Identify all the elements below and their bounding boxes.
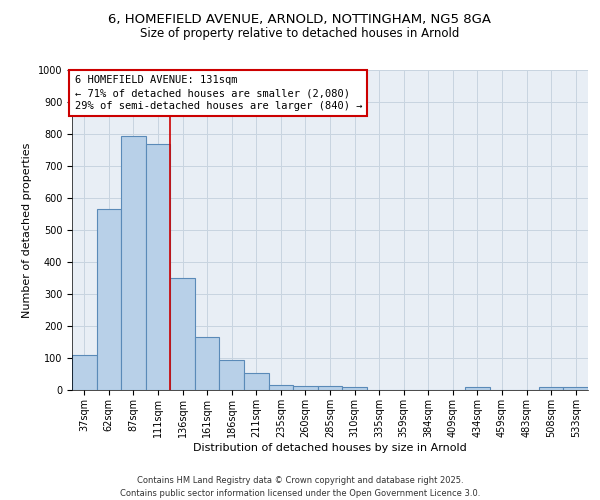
X-axis label: Distribution of detached houses by size in Arnold: Distribution of detached houses by size … bbox=[193, 442, 467, 452]
Bar bbox=[563, 388, 588, 390]
Bar bbox=[195, 337, 220, 390]
Bar bbox=[146, 144, 170, 390]
Bar bbox=[318, 386, 342, 390]
Bar bbox=[220, 360, 244, 390]
Bar bbox=[465, 388, 490, 390]
Bar bbox=[72, 355, 97, 390]
Text: Contains HM Land Registry data © Crown copyright and database right 2025.
Contai: Contains HM Land Registry data © Crown c… bbox=[120, 476, 480, 498]
Text: 6 HOMEFIELD AVENUE: 131sqm
← 71% of detached houses are smaller (2,080)
29% of s: 6 HOMEFIELD AVENUE: 131sqm ← 71% of deta… bbox=[74, 75, 362, 111]
Text: 6, HOMEFIELD AVENUE, ARNOLD, NOTTINGHAM, NG5 8GA: 6, HOMEFIELD AVENUE, ARNOLD, NOTTINGHAM,… bbox=[109, 12, 491, 26]
Bar bbox=[121, 136, 146, 390]
Y-axis label: Number of detached properties: Number of detached properties bbox=[22, 142, 32, 318]
Text: Size of property relative to detached houses in Arnold: Size of property relative to detached ho… bbox=[140, 28, 460, 40]
Bar bbox=[269, 384, 293, 390]
Bar bbox=[170, 278, 195, 390]
Bar bbox=[539, 388, 563, 390]
Bar bbox=[97, 209, 121, 390]
Bar bbox=[244, 374, 269, 390]
Bar bbox=[293, 386, 318, 390]
Bar bbox=[342, 388, 367, 390]
